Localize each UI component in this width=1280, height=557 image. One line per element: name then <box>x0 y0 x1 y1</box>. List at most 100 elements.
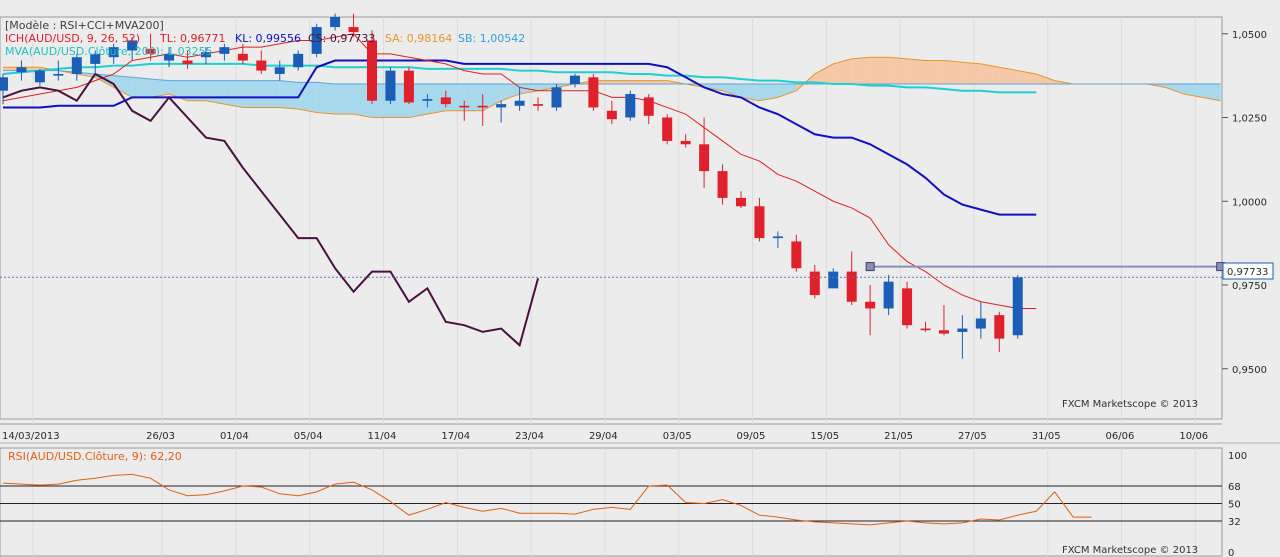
rsi-panel[interactable] <box>0 447 1223 557</box>
candle-body[interactable] <box>588 77 599 108</box>
price-tick-label: 0,9750 <box>1232 281 1267 292</box>
cloud-segment <box>814 63 834 84</box>
candle-body[interactable] <box>754 206 765 239</box>
candle-body[interactable] <box>496 104 507 108</box>
watermark-bottom: FXCM Marketscope © 2013 <box>1062 545 1198 556</box>
cloud-segment <box>538 84 557 91</box>
candle-body[interactable] <box>809 271 820 296</box>
candle-body[interactable] <box>200 52 211 58</box>
candle-body[interactable] <box>367 40 377 101</box>
candle-body[interactable] <box>569 75 580 84</box>
line-handle-start[interactable] <box>865 262 875 272</box>
cloud-segment <box>704 84 723 91</box>
date-tick-label: 23/04 <box>515 431 544 442</box>
candle-body[interactable] <box>736 197 746 207</box>
cloud-segment <box>1036 73 1055 84</box>
candle-body[interactable] <box>994 315 1005 339</box>
date-tick-label: 03/05 <box>663 431 692 442</box>
candle-body[interactable] <box>348 27 359 33</box>
candle-body[interactable] <box>182 60 193 64</box>
date-tick-label: 09/05 <box>737 431 766 442</box>
rsi-line <box>2 473 1092 526</box>
cloud-segment <box>205 80 225 105</box>
candle-body[interactable] <box>533 104 544 106</box>
cloud-segment <box>648 80 668 84</box>
candle-body[interactable] <box>293 53 304 68</box>
cloud-segment <box>999 67 1018 84</box>
cloud-segment <box>464 84 483 111</box>
span-a-line <box>3 56 1221 118</box>
candle-body[interactable] <box>403 70 414 103</box>
date-tick-label: 05/04 <box>294 431 323 442</box>
candle-body[interactable] <box>53 73 64 76</box>
candle-body[interactable] <box>385 70 396 101</box>
model-label: [Modèle : RSI+CCI+MVA200] <box>5 19 164 32</box>
candle-body[interactable] <box>34 70 45 83</box>
candle-body[interactable] <box>330 17 341 28</box>
candle-body[interactable] <box>256 60 267 71</box>
candle-body[interactable] <box>16 67 27 73</box>
candle-body[interactable] <box>920 328 931 331</box>
candle-body[interactable] <box>699 144 710 172</box>
price-tick-label: 1,0000 <box>1232 197 1267 208</box>
candle-body[interactable] <box>514 100 525 106</box>
candle-body[interactable] <box>237 53 248 61</box>
candle-body[interactable] <box>828 271 839 289</box>
candle-body[interactable] <box>145 48 156 54</box>
candle-body[interactable] <box>957 328 968 332</box>
candle-body[interactable] <box>975 318 986 329</box>
cloud-segment <box>888 57 908 84</box>
candle-body[interactable] <box>846 271 857 302</box>
candle-body[interactable] <box>127 40 138 51</box>
candle-body[interactable] <box>1012 277 1023 336</box>
candle-body[interactable] <box>625 94 636 118</box>
candle-body[interactable] <box>643 97 654 116</box>
span-b-line <box>3 70 1221 85</box>
date-tick-label: 15/05 <box>810 431 839 442</box>
cloud-segment <box>279 80 299 110</box>
candle-body[interactable] <box>71 57 82 74</box>
candle-body[interactable] <box>717 171 728 198</box>
candle-body[interactable] <box>90 53 101 64</box>
candle-body[interactable] <box>772 236 783 239</box>
cloud-segment <box>870 57 889 84</box>
current-price-marker: 0,97733 <box>1222 262 1274 280</box>
cloud-segment <box>1183 84 1203 98</box>
candle-body[interactable] <box>902 288 913 326</box>
candle-body[interactable] <box>219 47 230 54</box>
cloud-segment <box>1165 84 1184 95</box>
candle-body[interactable] <box>459 105 470 108</box>
kijun-label: KL: 0,99556 <box>235 32 301 45</box>
candle-body[interactable] <box>791 241 802 269</box>
ich-label: ICH(AUD/USD, 9, 26, 52) <box>5 32 140 45</box>
candle-body[interactable] <box>311 27 322 54</box>
watermark-top: FXCM Marketscope © 2013 <box>1062 399 1198 410</box>
date-tick-label: 06/06 <box>1106 431 1135 442</box>
candle-body[interactable] <box>883 281 894 309</box>
candle-body[interactable] <box>551 87 562 108</box>
candle-body[interactable] <box>662 117 673 141</box>
cloud-segment <box>611 80 631 84</box>
candle-body[interactable] <box>680 140 691 145</box>
candle-body[interactable] <box>0 77 8 91</box>
candle-body[interactable] <box>606 110 617 120</box>
cloud-segment <box>630 80 649 84</box>
candle-body[interactable] <box>865 301 876 309</box>
candle-body[interactable] <box>422 99 433 101</box>
price-tick-label: 1,0250 <box>1232 114 1267 125</box>
candle-body[interactable] <box>108 47 119 58</box>
date-tick-label: 26/03 <box>146 431 175 442</box>
chikou-label: CS: 0,97733 <box>308 32 375 45</box>
candle-body[interactable] <box>440 97 451 105</box>
candle-body[interactable] <box>938 330 949 334</box>
date-tick-label: 01/04 <box>220 431 249 442</box>
span-a-label: SA: 0,98164 <box>385 32 452 45</box>
cloud-segment <box>980 63 1000 84</box>
candle-body[interactable] <box>274 67 285 74</box>
cloud-segment <box>132 77 151 98</box>
candle-body[interactable] <box>164 53 175 61</box>
price-tick-label: 1,0500 <box>1232 30 1267 41</box>
candle-body[interactable] <box>477 105 488 108</box>
rsi-tick-label: 100 <box>1228 451 1247 462</box>
